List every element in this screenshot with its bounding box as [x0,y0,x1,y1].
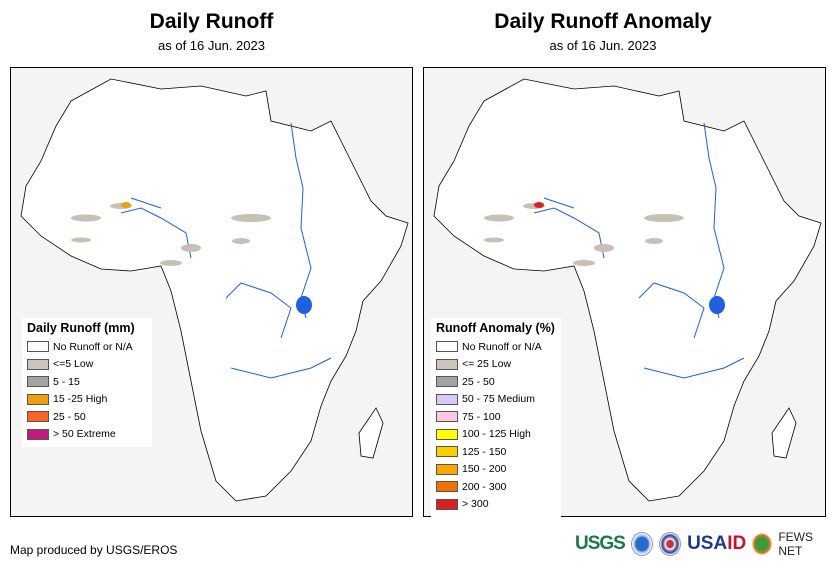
runoff-area [644,214,684,222]
legend-item: 25 - 50 [436,373,556,391]
madagascar-outline [358,407,384,459]
legend-item: <= 25 Low [436,356,556,374]
legend-label: 200 - 300 [462,480,507,493]
legend-swatch [27,358,49,370]
river [703,122,725,269]
legend-swatch [27,376,49,388]
legend-swatch [436,481,458,493]
legend-swatch [436,498,458,510]
runoff-area [232,238,250,244]
river [230,357,332,379]
legend-item: > 300 [436,496,556,514]
legend-label: No Runoff or N/A [53,340,133,353]
madagascar-outline [771,407,797,459]
legend-swatch [436,341,458,353]
legend-label: 150 - 200 [462,463,507,476]
legend-label: 25 - 50 [53,410,86,423]
legend-swatch [27,411,49,423]
runoff-area [484,237,504,243]
legend-item: 150 - 200 [436,461,556,479]
legend-item: <=5 Low [27,356,147,374]
legend-item: 15 -25 High [27,391,147,409]
legend-label: 75 - 100 [462,410,501,423]
legend-item: 200 - 300 [436,478,556,496]
legend-label: 15 -25 High [53,393,108,406]
africa-outline [433,78,822,502]
legend-swatch [27,341,49,353]
noaa-logo [630,532,653,556]
africa-map [20,78,409,502]
runoff-area [594,244,614,252]
legend-swatch [27,393,49,405]
legend-swatch [436,446,458,458]
left-map-subtitle: as of 16 Jun. 2023 [158,38,265,53]
legend-label: > 50 Extreme [53,428,116,441]
runoff-area [573,260,595,266]
high-runoff-area [121,202,131,208]
legend-item: 100 - 125 High [436,426,556,444]
legend-swatch [436,411,458,423]
usaid-logo: USAID [687,533,747,554]
legend-swatch [436,463,458,475]
legend-item: 5 - 15 [27,373,147,391]
river [543,197,575,209]
legend-label: No Runoff or N/A [462,340,542,353]
lake-victoria [296,296,312,314]
legend-title: Runoff Anomaly (%) [436,321,555,335]
africa-outline [20,78,409,502]
runoff-anomaly-map: Runoff Anomaly (%) No Runoff or N/A <= 25… [423,67,826,517]
left-map-title: Daily Runoff [149,10,274,33]
fews-net-logo: FEWS NET [778,530,813,558]
legend-swatch [436,358,458,370]
river [643,357,745,379]
legend-label: 100 - 125 High [462,428,531,441]
right-map-subtitle: as of 16 Jun. 2023 [549,38,657,53]
legend-item: 50 - 75 Medium [436,391,556,409]
daily-runoff-legend: Daily Runoff (mm) No Runoff or N/A <=5 Lo… [22,318,152,447]
runoff-area [160,260,182,266]
river [533,207,605,259]
legend-label: 125 - 150 [462,445,507,458]
state-seal-logo [658,532,682,556]
legend-item: 25 - 50 [27,408,147,426]
legend-item: No Runoff or N/A [436,338,556,356]
legend-item: > 50 Extreme [27,426,147,444]
runoff-area [645,238,663,244]
legend-swatch [436,393,458,405]
river [638,282,705,339]
legend-label: > 300 [462,498,489,511]
high-runoff-area [534,202,544,208]
runoff-anomaly-legend: Runoff Anomaly (%) No Runoff or N/A <= 25… [431,318,561,517]
partner-logos: USGS USAID FEWS NET [575,530,835,558]
right-map-title: Daily Runoff Anomaly [494,10,712,33]
river [225,282,292,339]
legend-swatch [27,428,49,440]
daily-runoff-map: Daily Runoff (mm) No Runoff or N/A <=5 Lo… [10,67,413,517]
legend-label: 50 - 75 Medium [462,393,535,406]
legend-swatch [436,428,458,440]
legend-label: 25 - 50 [462,375,495,388]
map-credit: Map produced by USGS/EROS [10,543,178,557]
river [130,197,162,209]
legend-item: No Runoff or N/A [27,338,147,356]
legend-label: <= 25 Low [462,358,512,371]
runoff-area [71,214,101,222]
runoff-area [231,214,271,222]
runoff-area [181,244,201,252]
legend-label: 5 - 15 [53,375,80,388]
runoff-area [484,214,514,222]
fews-net-globe-icon [752,533,773,555]
legend-item: 125 - 150 [436,443,556,461]
runoff-area [71,237,91,243]
legend-item: 75 - 100 [436,408,556,426]
legend-label: <=5 Low [53,358,94,371]
river [120,207,192,259]
legend-swatch [436,376,458,388]
lake-victoria [709,296,725,314]
usgs-logo: USGS [575,533,626,554]
africa-map [433,78,822,502]
legend-title: Daily Runoff (mm) [27,321,135,335]
river [290,122,312,269]
